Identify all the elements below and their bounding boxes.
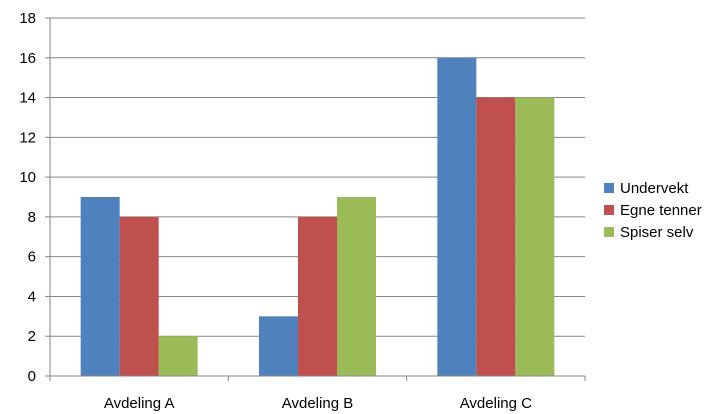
legend-item: Egne tenner — [604, 199, 702, 221]
y-tick-label: 14 — [19, 90, 36, 107]
y-tick-label: 6 — [28, 249, 36, 266]
y-tick-label: 12 — [19, 129, 36, 146]
legend-swatch — [604, 205, 614, 215]
legend-label: Undervekt — [620, 179, 689, 197]
x-tick-label: Avdeling A — [104, 395, 175, 412]
legend-swatch — [604, 183, 614, 193]
bar-spiser-selv-avdeling-a — [158, 336, 198, 376]
bar-undervekt-avdeling-b — [259, 316, 298, 376]
legend-item: Undervekt — [604, 177, 702, 199]
y-tick-label: 10 — [19, 169, 36, 186]
y-tick-label: 4 — [28, 288, 36, 305]
y-axis-tick-labels: 0 2 4 6 8 10 12 14 16 18 — [19, 10, 36, 385]
bar-spiser-selv-avdeling-b — [337, 197, 376, 376]
x-tick-label: Avdeling B — [282, 395, 353, 412]
y-tick-label: 18 — [19, 10, 36, 27]
x-axis-tick-labels: Avdeling A Avdeling B Avdeling C — [104, 395, 532, 412]
bar-egne-tenner-avdeling-c — [476, 97, 516, 377]
bar-undervekt-avdeling-c — [437, 57, 477, 377]
bar-undervekt-avdeling-a — [80, 197, 120, 376]
y-tick-label: 2 — [28, 328, 36, 345]
axes — [45, 17, 586, 381]
bar-spiser-selv-avdeling-c — [515, 97, 555, 377]
legend-item: Spiser selv — [604, 221, 702, 243]
y-tick-label: 0 — [28, 368, 36, 385]
legend-label: Spiser selv — [620, 223, 694, 241]
x-tick-label: Avdeling C — [460, 395, 532, 412]
y-tick-label: 8 — [28, 209, 36, 226]
bar-egne-tenner-avdeling-a — [119, 216, 159, 376]
y-tick-label: 16 — [19, 50, 36, 67]
legend-swatch — [604, 227, 614, 237]
legend-label: Egne tenner — [620, 201, 702, 219]
bar-egne-tenner-avdeling-b — [298, 216, 337, 376]
legend: Undervekt Egne tenner Spiser selv — [604, 177, 702, 243]
bars — [80, 57, 555, 377]
